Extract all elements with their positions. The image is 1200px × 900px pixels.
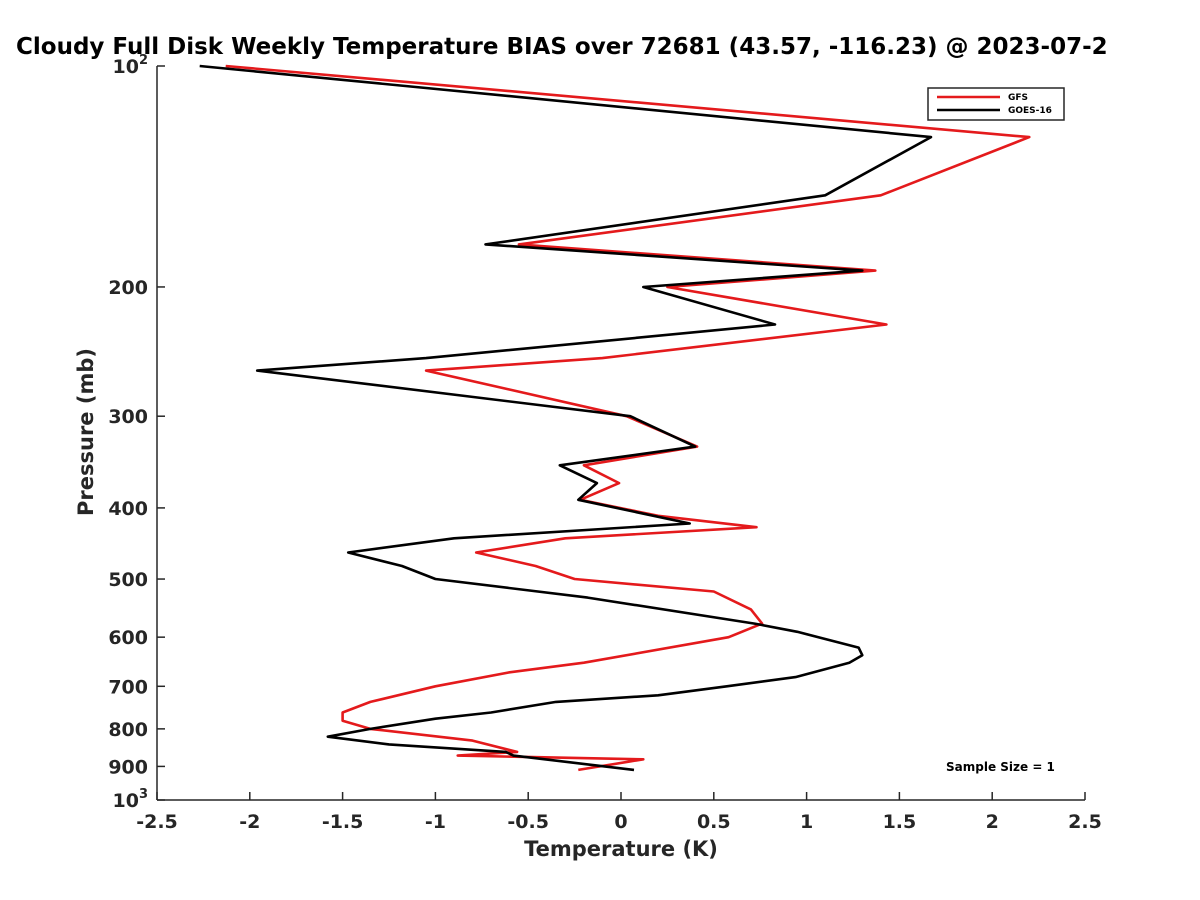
x-tick-label: -1.5 xyxy=(322,811,364,833)
x-tick-label: -0.5 xyxy=(507,811,549,833)
series-line-gfs xyxy=(225,64,1031,772)
x-tick-label: -2 xyxy=(239,811,260,833)
x-tick-label: -2.5 xyxy=(136,811,178,833)
x-tick-label: -1 xyxy=(425,811,446,833)
x-tick-label: 1.5 xyxy=(883,811,917,833)
x-axis-ticks: -2.5 -2 -1.5 -1 -0.5 0 0.5 1 1.5 2 2.5 xyxy=(136,792,1102,833)
chart-title: Cloudy Full Disk Weekly Temperature BIAS… xyxy=(16,34,1108,60)
y-tick-label: 400 xyxy=(108,498,148,520)
x-axis-label: Temperature (K) xyxy=(524,837,718,861)
x-tick-label: 1 xyxy=(800,811,813,833)
y-tick-label: 300 xyxy=(108,406,148,428)
legend-label: GOES-16 xyxy=(1008,106,1052,116)
series-line-goes-16 xyxy=(199,64,933,772)
y-tick-label: 800 xyxy=(108,719,148,741)
y-tick-label: 200 xyxy=(108,277,148,299)
y-axis-label: Pressure (mb) xyxy=(74,348,98,516)
legend: GFS GOES-16 xyxy=(927,87,1065,121)
y-tick-label: 500 xyxy=(108,569,148,591)
y-tick-label: 103 xyxy=(113,787,149,812)
legend-label: GFS xyxy=(1008,93,1028,103)
series-lines xyxy=(199,64,1031,772)
x-tick-label: 2.5 xyxy=(1068,811,1102,833)
y-tick-label: 102 xyxy=(113,53,149,78)
y-tick-label: 700 xyxy=(108,676,148,698)
y-tick-label: 900 xyxy=(108,756,148,778)
x-tick-label: 2 xyxy=(986,811,999,833)
x-tick-label: 0 xyxy=(614,811,627,833)
legend-box xyxy=(927,87,1065,121)
x-tick-label: 0.5 xyxy=(697,811,731,833)
y-axis-ticks: 102 200 300 400 500 600 700 800 900 103 xyxy=(108,53,165,812)
y-tick-label: 600 xyxy=(108,627,148,649)
plot-area xyxy=(156,66,1085,801)
sample-size-annotation: Sample Size = 1 xyxy=(946,760,1055,774)
